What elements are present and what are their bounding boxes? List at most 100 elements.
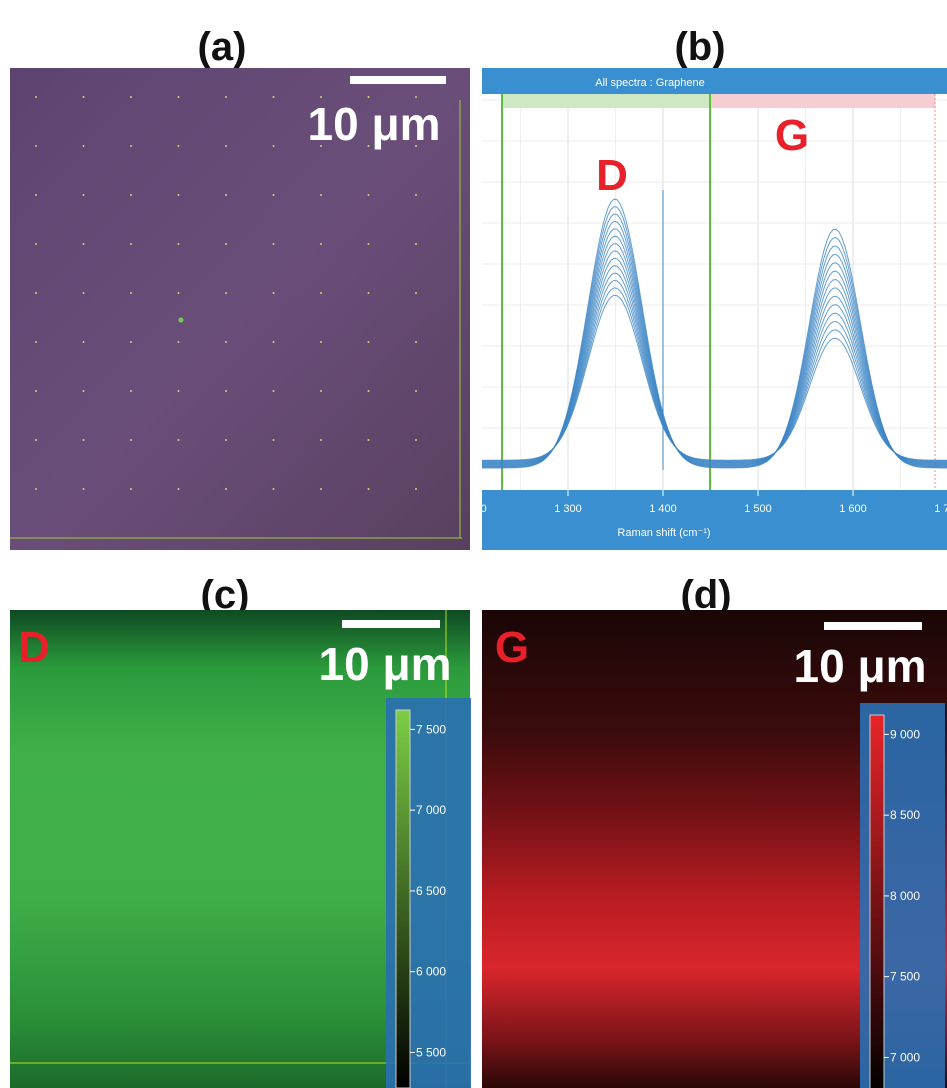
grid-dot: [367, 292, 370, 294]
scale-bar: [342, 620, 440, 628]
grid-dot: [320, 341, 322, 343]
grid-dot: [177, 439, 180, 441]
grid-dot: [177, 243, 180, 245]
grid-dot: [82, 390, 85, 392]
grid-dot: [130, 439, 132, 441]
colorbar-tick-label: 7 000: [416, 803, 446, 817]
grid-dot: [177, 488, 180, 490]
grid-dot: [177, 292, 180, 294]
peak-label: G: [775, 111, 809, 160]
grid-dot: [415, 488, 417, 490]
grid-dot: [130, 145, 132, 147]
grid-dot: [225, 292, 227, 294]
grid-dot: [130, 390, 132, 392]
grid-dot: [177, 96, 180, 98]
grid-dot: [225, 439, 227, 441]
grid-dot: [225, 96, 227, 98]
x-tick-label: 1 700: [934, 503, 947, 515]
colorbar-tick-label: 6 000: [416, 965, 446, 979]
scale-bar-label: 10 μm: [319, 638, 452, 690]
grid-dot: [320, 194, 322, 196]
colorbar-tick-label: 7 500: [890, 970, 920, 984]
panel-label: (b): [674, 25, 725, 69]
grid-dot: [225, 145, 227, 147]
grid-dot: [35, 439, 37, 441]
scale-bar-label: 10 μm: [794, 640, 927, 692]
grid-dot: [415, 194, 417, 196]
grid-dot: [272, 439, 275, 441]
panel-label: (a): [198, 25, 247, 69]
range-band: [710, 94, 935, 108]
x-tick-label: 1 400: [649, 503, 677, 515]
x-tick-label: 1 300: [554, 503, 582, 515]
grid-dot: [82, 194, 85, 196]
colorbar-tick-label: 7 500: [416, 722, 446, 736]
grid-dot: [367, 439, 370, 441]
grid-dot: [320, 439, 322, 441]
grid-dot: [130, 292, 132, 294]
colorbar-tick-label: 5 500: [416, 1045, 446, 1059]
grid-dot: [320, 96, 322, 98]
grid-dot: [225, 390, 227, 392]
colorbar: [869, 714, 885, 1088]
grid-dot: [415, 390, 417, 392]
grid-dot: [177, 194, 180, 196]
grid-dot: [367, 390, 370, 392]
x-axis-label: Raman shift (cm⁻¹): [617, 527, 710, 539]
map-label: D: [18, 623, 50, 672]
grid-dot: [272, 145, 275, 147]
grid-dots: [35, 96, 417, 490]
grid-dot: [35, 243, 37, 245]
grid-dot: [35, 488, 37, 490]
grid-dot: [82, 292, 85, 294]
colorbar-tick-label: 8 000: [890, 889, 920, 903]
grid-dot: [272, 390, 275, 392]
grid-dot: [225, 488, 227, 490]
grid-dot: [177, 390, 180, 392]
grid-dot: [415, 292, 417, 294]
grid-dot: [35, 96, 37, 98]
plot-title: All spectra : Graphene: [595, 77, 704, 89]
grid-dot: [415, 96, 417, 98]
x-tick-label: 1 500: [744, 503, 772, 515]
grid-dot: [35, 390, 37, 392]
grid-dot: [130, 96, 132, 98]
map-label: G: [495, 623, 529, 672]
grid-dot: [82, 439, 85, 441]
grid-dot: [415, 439, 417, 441]
grid-dot: [415, 341, 417, 343]
grid-dot: [35, 194, 37, 196]
grid-dot: [177, 145, 180, 147]
grid-dot: [82, 145, 85, 147]
grid-dot: [272, 243, 275, 245]
grid-dot: [415, 145, 417, 147]
grid-dot: [367, 243, 370, 245]
grid-dot: [320, 145, 322, 147]
grid-dot: [225, 194, 227, 196]
spectrum: [482, 294, 947, 461]
scale-bar-label: 10 μm: [308, 98, 441, 150]
grid-dot: [130, 243, 132, 245]
grid-dot: [367, 488, 370, 490]
grid-dot: [82, 488, 85, 490]
colorbar-tick-label: 6 500: [416, 884, 446, 898]
grid-dot: [367, 96, 370, 98]
grid-dot: [82, 341, 85, 343]
grid-dot: [130, 341, 132, 343]
grid-dot: [367, 341, 370, 343]
grid-dot: [272, 488, 275, 490]
grid-dot: [272, 194, 275, 196]
panel-label: (c): [201, 573, 250, 617]
grid-dot: [272, 341, 275, 343]
grid-dot: [320, 488, 322, 490]
grid-dot: [320, 390, 322, 392]
x-tick-label: 1 600: [839, 503, 867, 515]
x-tick-label: 1 200: [459, 503, 487, 515]
scale-bar: [350, 76, 446, 84]
grid-dot: [130, 488, 132, 490]
grid-dot: [320, 292, 322, 294]
grid-dot: [35, 341, 37, 343]
grid-dot: [225, 243, 227, 245]
